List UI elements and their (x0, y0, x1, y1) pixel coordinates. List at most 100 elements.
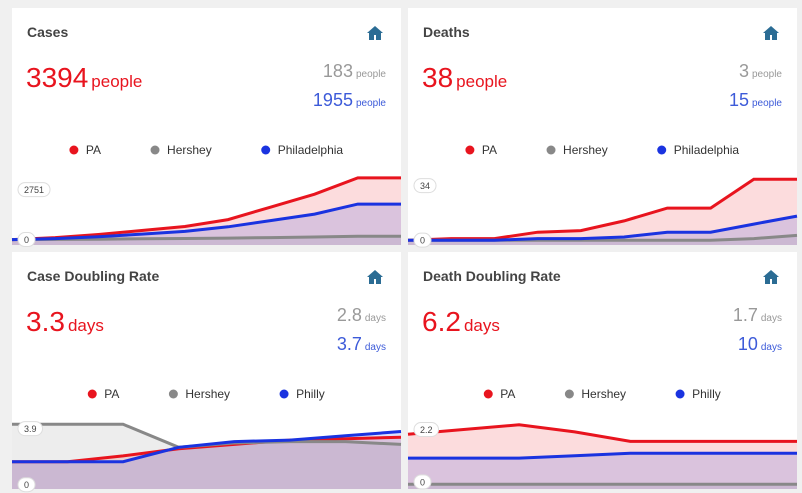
comparison-value: 3.7 days (337, 334, 386, 354)
headline-unit: days (68, 316, 104, 335)
legend-label: PA (500, 387, 515, 401)
y-tick-label: 2.2 (420, 425, 433, 435)
y-tick-pill (17, 182, 51, 198)
series-line (11, 234, 401, 242)
headline-value: 6.2 days (422, 306, 500, 337)
series-line (408, 214, 798, 242)
comparison-value: 1.7 days (733, 305, 782, 325)
y-tick-label: 34 (420, 181, 430, 191)
series-line (408, 451, 797, 460)
legend-dot (261, 145, 271, 155)
card-background (12, 252, 401, 489)
area-fill (12, 424, 401, 489)
y-tick-pill (17, 232, 36, 248)
legend-label: Philly (692, 387, 721, 401)
headline-number: 38 (422, 62, 453, 93)
comparison-unit: people (752, 69, 782, 80)
headline-number: 6.2 (422, 306, 461, 337)
comparison-value: 10 days (738, 334, 782, 354)
comparison-number: 3 (739, 61, 749, 81)
legend-label: Philadelphia (278, 143, 344, 157)
home-icon[interactable] (367, 270, 383, 284)
headline-value: 3.3 days (26, 306, 104, 337)
y-tick-label: 0 (24, 480, 29, 490)
comparison-value: 3 people (739, 61, 782, 81)
y-tick-label: 0 (420, 477, 425, 487)
legend-label: Hershey (563, 143, 608, 157)
headline-value: 38 people (422, 62, 507, 93)
legend: PA Hershey Philly (483, 387, 721, 401)
home-icon[interactable] (367, 26, 383, 40)
legend-dot (87, 389, 97, 399)
area-fill (408, 216, 797, 245)
series-line (407, 177, 797, 242)
card-title: Death Doubling Rate (423, 268, 561, 284)
legend-dot (564, 389, 574, 399)
series-line (11, 202, 401, 242)
legend-dot (465, 145, 475, 155)
y-tick-pill (17, 421, 44, 437)
legend-dot (279, 389, 289, 399)
card-background (408, 252, 797, 489)
comparison-number: 1.7 (733, 305, 758, 325)
legend: PA Hershey Philadelphia (465, 143, 739, 157)
legend-dot (150, 145, 160, 155)
comparison-number: 2.8 (337, 305, 362, 325)
area-fill (408, 424, 797, 489)
series-line (12, 430, 402, 464)
card-background (408, 8, 797, 245)
comparison-unit: days (761, 313, 782, 324)
comparison-value: 2.8 days (337, 305, 386, 325)
y-tick-pill (413, 422, 440, 438)
area-fill (408, 453, 797, 489)
y-tick-label: 2751 (24, 185, 44, 195)
legend-label: PA (104, 387, 119, 401)
area-fill (12, 431, 401, 489)
headline-unit: days (464, 316, 500, 335)
y-tick-label: 3.9 (24, 424, 37, 434)
card-background (12, 8, 401, 245)
headline-unit: people (456, 72, 507, 91)
comparison-value: 183 people (323, 61, 387, 81)
legend-dot (168, 389, 178, 399)
comparison-unit: people (356, 69, 386, 80)
card-title: Case Doubling Rate (27, 268, 159, 284)
comparison-number: 15 (729, 90, 749, 110)
series-line (407, 423, 797, 443)
legend: PA Hershey Philly (87, 387, 325, 401)
home-icon[interactable] (763, 270, 779, 284)
headline-value: 3394 people (26, 62, 142, 93)
legend-label: PA (86, 143, 101, 157)
area-fill (12, 437, 401, 489)
comparison-number: 183 (323, 61, 353, 81)
legend-dot (546, 145, 556, 155)
comparison-number: 1955 (313, 90, 353, 110)
y-tick-label: 0 (24, 235, 29, 245)
headline-number: 3394 (26, 62, 88, 93)
y-tick-label: 0 (420, 236, 425, 246)
comparison-unit: days (365, 342, 386, 353)
comparison-value: 1955 people (313, 90, 387, 110)
comparison-unit: days (365, 313, 386, 324)
legend-dot (483, 389, 493, 399)
area-fill (408, 179, 797, 245)
legend-label: PA (482, 143, 497, 157)
y-tick-pill (413, 178, 437, 194)
legend-label: Hershey (581, 387, 626, 401)
headline-number: 3.3 (26, 306, 65, 337)
comparison-unit: days (761, 342, 782, 353)
card-title: Deaths (423, 24, 470, 40)
legend-label: Hershey (185, 387, 230, 401)
y-tick-pill (413, 232, 432, 248)
legend-label: Philadelphia (674, 143, 740, 157)
comparison-value: 15 people (729, 90, 782, 110)
legend-label: Hershey (167, 143, 212, 157)
area-fill (12, 177, 401, 245)
home-icon[interactable] (763, 26, 779, 40)
